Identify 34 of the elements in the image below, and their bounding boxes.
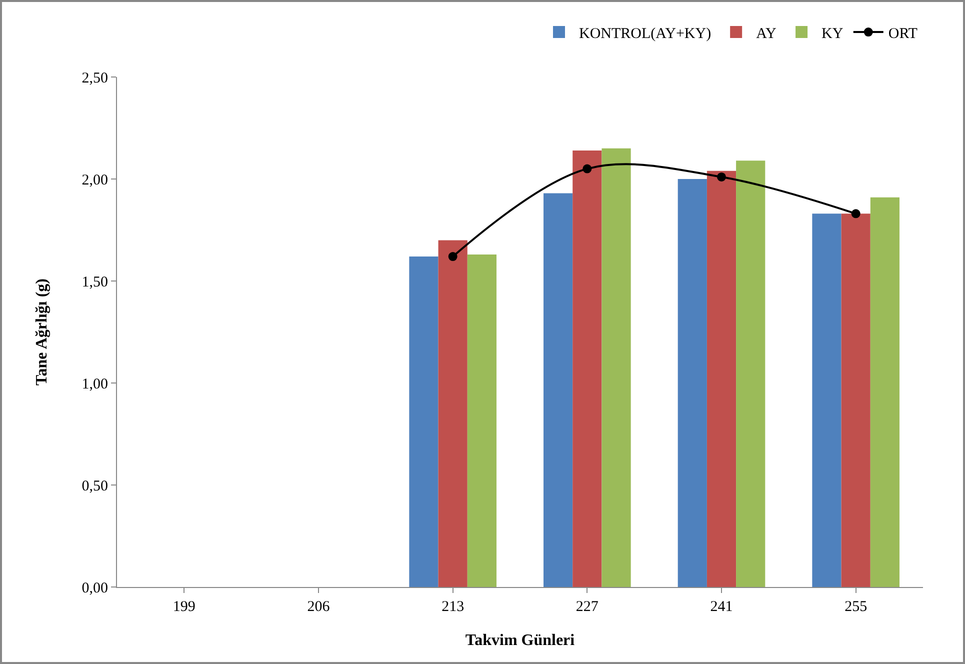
legend-label: ORT bbox=[888, 26, 918, 42]
x-tick-label: 227 bbox=[576, 599, 599, 615]
legend-label: AY bbox=[756, 26, 777, 42]
bar bbox=[602, 148, 631, 587]
point bbox=[582, 164, 592, 174]
bar bbox=[841, 214, 870, 587]
x-tick-label: 255 bbox=[844, 599, 868, 615]
y-tick-label: 2,50 bbox=[82, 70, 108, 86]
y-tick-label: 1,00 bbox=[82, 376, 108, 392]
x-axis-title: Takvim Günleri bbox=[465, 632, 576, 649]
bar bbox=[736, 160, 766, 587]
y-tick-label: 0,50 bbox=[82, 478, 108, 494]
x-tick-label: 199 bbox=[172, 599, 196, 615]
x-tick-label: 213 bbox=[442, 599, 464, 615]
point bbox=[448, 252, 458, 262]
bar bbox=[438, 240, 468, 587]
bar bbox=[544, 193, 573, 587]
y-tick-label: 1,50 bbox=[82, 274, 108, 290]
y-axis-title: Tane Ağrlığı (g) bbox=[34, 278, 51, 386]
y-tick-label: 0,00 bbox=[82, 580, 108, 596]
legend-label: KONTROL(AY+KY) bbox=[579, 26, 712, 42]
bar bbox=[409, 256, 438, 587]
x-tick-label: 206 bbox=[307, 599, 330, 615]
bar bbox=[678, 179, 707, 587]
bar bbox=[812, 214, 842, 587]
bar bbox=[706, 170, 736, 587]
point bbox=[717, 172, 726, 182]
point bbox=[851, 209, 860, 218]
bar bbox=[467, 254, 496, 587]
bar bbox=[572, 150, 602, 587]
x-tick-label: 241 bbox=[710, 599, 733, 615]
bar bbox=[870, 197, 900, 587]
y-tick-label: 2,00 bbox=[82, 172, 108, 188]
legend-label: KY bbox=[822, 26, 844, 42]
